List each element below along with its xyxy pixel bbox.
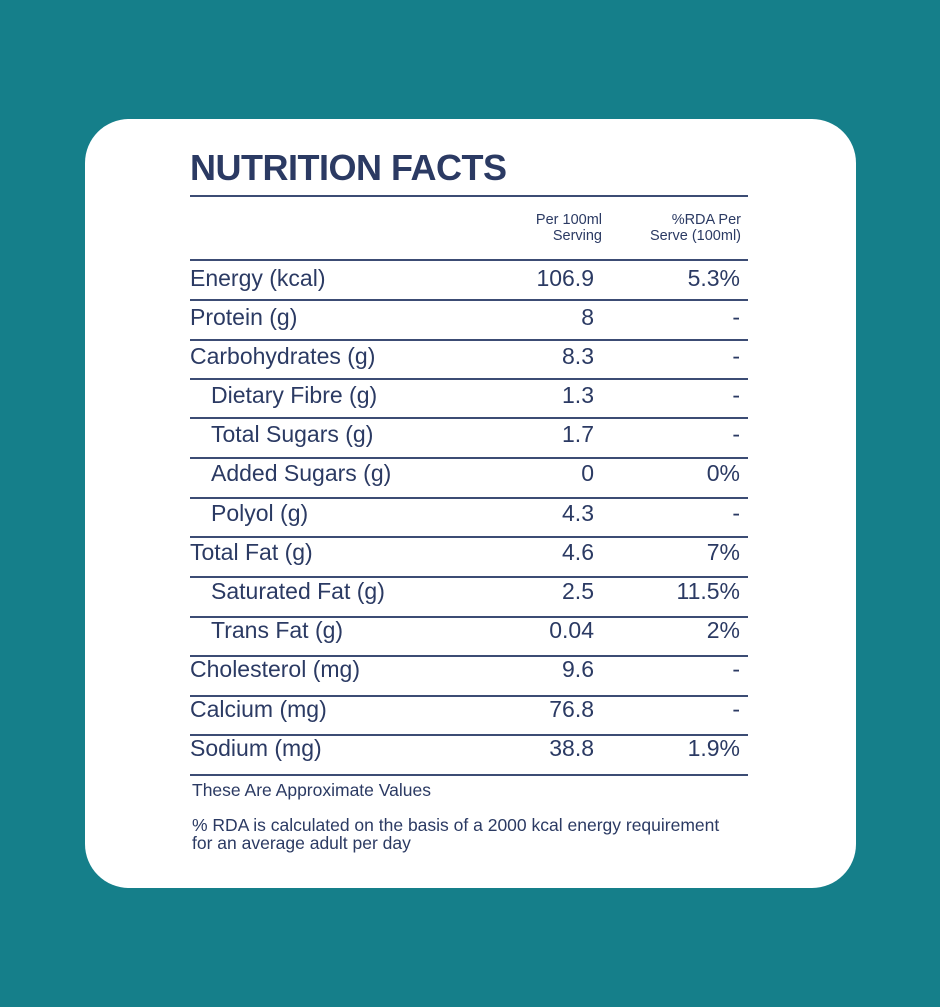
row-divider [190,655,748,657]
column-header-per-serving-line1: Per 100ml [535,212,602,228]
nutrient-name: Saturated Fat (g) [211,578,385,604]
rda-value: 11.5% [676,578,740,604]
nutrient-name: Dietary Fibre (g) [211,382,378,408]
row-divider [190,695,748,697]
table-row-trans-fat: Trans Fat (g) 0.04 2% [190,610,748,650]
title-divider [190,195,748,197]
per-serving-value: 1.7 [562,421,594,447]
row-divider [190,378,748,380]
per-serving-value: 106.9 [536,265,594,291]
nutrient-name: Carbohydrates (g) [190,343,376,369]
nutrient-name: Total Sugars (g) [211,421,374,447]
nutrient-name: Total Fat (g) [190,539,313,565]
column-header-per-serving: Per 100ml Serving [462,212,602,244]
per-serving-value: 0.04 [549,617,594,643]
table-row-dietary-fibre: Dietary Fibre (g) 1.3 - [190,375,748,415]
per-serving-value: 4.3 [562,500,594,526]
table-row-cholesterol: Cholesterol (mg) 9.6 - [190,649,748,689]
per-serving-value: 1.3 [562,382,594,408]
per-serving-value: 8 [581,304,594,330]
rda-value: - [732,500,740,526]
per-serving-value: 9.6 [562,656,594,682]
row-divider [190,457,748,459]
column-header-per-serving-line2: Serving [552,228,602,244]
table-row-sodium: Sodium (mg) 38.8 1.9% [190,728,748,768]
rda-value: 2% [706,617,740,643]
rda-value: 0% [706,460,740,486]
rda-value: - [732,304,740,330]
table-row-saturated-fat: Saturated Fat (g) 2.5 11.5% [190,571,748,611]
nutrient-name: Energy (kcal) [190,265,326,291]
per-serving-value: 4.6 [562,539,594,565]
rda-value: - [732,421,740,447]
table-row-total-sugars: Total Sugars (g) 1.7 - [190,414,748,454]
nutrient-name: Added Sugars (g) [211,460,392,486]
row-divider [190,576,748,578]
nutrient-name: Calcium (mg) [190,696,327,722]
row-divider [190,497,748,499]
row-divider [190,616,748,618]
per-serving-value: 76.8 [549,696,594,722]
table-row-calcium: Calcium (mg) 76.8 - [190,689,748,729]
column-header-rda: %RDA Per Serve (100ml) [601,212,741,244]
table-row-carbohydrates: Carbohydrates (g) 8.3 - [190,336,748,376]
rda-basis-note: % RDA is calculated on the basis of a 20… [192,815,720,853]
table-row-total-fat: Total Fat (g) 4.6 7% [190,532,748,572]
approximate-values-note: These Are Approximate Values [192,780,431,800]
per-serving-value: 0 [581,460,594,486]
per-serving-value: 2.5 [562,578,594,604]
row-divider [190,734,748,736]
row-divider [190,536,748,538]
row-divider [190,417,748,419]
rda-value: - [732,696,740,722]
per-serving-value: 8.3 [562,343,594,369]
table-row-energy: Energy (kcal) 106.9 5.3% [190,258,748,298]
table-bottom-divider [190,774,748,776]
table-row-polyol: Polyol (g) 4.3 - [190,493,748,533]
nutrient-name: Protein (g) [190,304,298,330]
rda-value: 1.9% [687,735,740,761]
nutrition-title: NUTRITION FACTS [190,147,507,188]
table-row-protein: Protein (g) 8 - [190,297,748,337]
row-divider [190,299,748,301]
rda-value: 5.3% [687,265,740,291]
nutrient-name: Polyol (g) [211,500,309,526]
column-header-rda-line1: %RDA Per [671,212,741,228]
nutrient-name: Sodium (mg) [190,735,322,761]
rda-value: - [732,343,740,369]
nutrient-name: Trans Fat (g) [211,617,344,643]
rda-value: - [732,656,740,682]
column-header-rda-line2: Serve (100ml) [649,228,741,244]
row-divider [190,339,748,341]
header-divider [190,259,748,261]
rda-value: 7% [706,539,740,565]
rda-value: - [732,382,740,408]
nutrient-name: Cholesterol (mg) [190,656,360,682]
table-row-added-sugars: Added Sugars (g) 0 0% [190,453,748,493]
nutrition-card [85,119,856,888]
per-serving-value: 38.8 [549,735,594,761]
